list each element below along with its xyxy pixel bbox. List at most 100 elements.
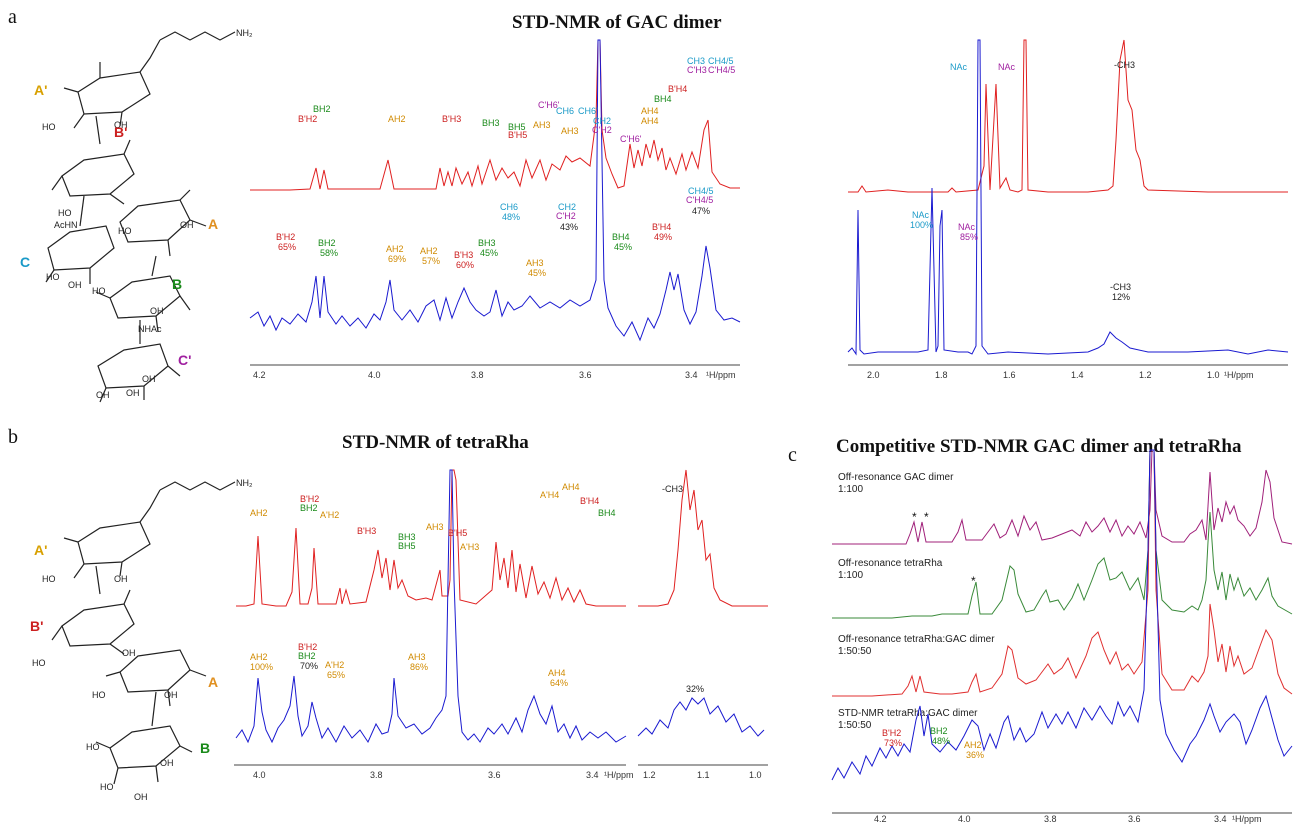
peak-label: C'H4/5 bbox=[708, 65, 736, 75]
peak-label: BH5 bbox=[508, 122, 526, 132]
structure-substituent: OH bbox=[96, 390, 110, 400]
trace-label: Off-resonance GAC dimer 1:100 bbox=[838, 472, 954, 495]
peak-label: AH3 bbox=[561, 126, 579, 136]
peak-label: B'H5 bbox=[508, 130, 528, 140]
std-label: B'H4 bbox=[652, 222, 672, 232]
std-label: AH3 bbox=[408, 652, 426, 662]
trace-label: STD-NMR tetraRha:GAC dimer 1:50:50 bbox=[838, 708, 978, 731]
std-label: 45% bbox=[480, 248, 499, 258]
std-label: BH2 bbox=[298, 651, 316, 661]
std-label: 65% bbox=[327, 670, 346, 680]
std-label: 45% bbox=[528, 268, 547, 278]
ring-label-b: B bbox=[172, 276, 183, 292]
peak-label: -CH3 bbox=[662, 484, 684, 494]
std-label: CH6 bbox=[500, 202, 519, 212]
ring-label-b-prime: B' bbox=[30, 618, 44, 634]
std-label: 48% bbox=[502, 212, 521, 222]
std-label: C'H2 bbox=[556, 211, 576, 221]
structure-substituent: OH bbox=[142, 374, 156, 384]
panel-b-axis-left bbox=[234, 764, 626, 766]
peak-label: CH2 bbox=[593, 116, 612, 126]
peak-label: AH2 bbox=[250, 508, 268, 518]
peak-label: B'H2 bbox=[298, 114, 318, 124]
ring-label-a: A bbox=[208, 216, 219, 232]
std-label: 60% bbox=[456, 260, 475, 270]
peak-label: AH3 bbox=[426, 522, 444, 532]
structure-substituent: HO bbox=[32, 658, 46, 668]
axis-tick: 1.0 bbox=[1207, 370, 1220, 380]
panel-a-axis-right bbox=[848, 364, 1288, 366]
peak-label: B'H4 bbox=[580, 496, 600, 506]
std-label: CH4/5 bbox=[688, 186, 714, 196]
std-label: A'H2 bbox=[325, 660, 345, 670]
axis-tick: 3.6 bbox=[488, 770, 501, 780]
structure-substituent: OH bbox=[122, 648, 136, 658]
peak-label: AH2 bbox=[388, 114, 406, 124]
std-label: 58% bbox=[320, 248, 339, 258]
axis-unit: ¹H/ppm bbox=[1232, 814, 1262, 824]
std-label: BH2 bbox=[930, 726, 948, 736]
std-label: C'H4/5 bbox=[686, 195, 714, 205]
std-label: B'H2 bbox=[882, 728, 902, 738]
peak-label: AH4 bbox=[641, 106, 659, 116]
panel-a-spectrum-left bbox=[249, 39, 741, 342]
axis-tick: 4.0 bbox=[368, 370, 381, 380]
axis-tick: 4.2 bbox=[874, 814, 887, 824]
mix-off-resonance-trace bbox=[832, 449, 1293, 697]
peak-label: A'H4 bbox=[540, 490, 560, 500]
std-trace bbox=[235, 469, 627, 744]
structure-substituent: HO bbox=[42, 122, 56, 132]
structure-substituent: HO bbox=[42, 574, 56, 584]
std-label: 73% bbox=[884, 738, 903, 748]
std-label: AH3 bbox=[526, 258, 544, 268]
structure-substituent: HO bbox=[58, 208, 72, 218]
axis-tick: 3.6 bbox=[1128, 814, 1141, 824]
std-label: AH2 bbox=[250, 652, 268, 662]
trace-label: Off-resonance tetraRha 1:100 bbox=[838, 558, 943, 581]
std-label: AH2 bbox=[420, 246, 438, 256]
std-mix-trace bbox=[831, 449, 1293, 781]
peak-label: AH4 bbox=[562, 482, 580, 492]
std-label: AH4 bbox=[548, 668, 566, 678]
panel-a-spectrum-right bbox=[847, 39, 1289, 356]
axis-unit: ¹H/ppm bbox=[604, 770, 634, 780]
std-label: 85% bbox=[960, 232, 979, 242]
std-label: 47% bbox=[692, 206, 711, 216]
tetrarha-trace bbox=[832, 449, 1293, 619]
panel-a-title: STD-NMR of GAC dimer bbox=[512, 12, 722, 33]
peak-label: C'H6' bbox=[538, 100, 560, 110]
axis-tick: 3.6 bbox=[579, 370, 592, 380]
std-label: 100% bbox=[250, 662, 274, 672]
structure-substituent: NHAc bbox=[138, 324, 162, 334]
axis-tick: 3.8 bbox=[471, 370, 484, 380]
peak-label: AH3 bbox=[533, 120, 551, 130]
std-label: 32% bbox=[686, 684, 705, 694]
panel-b-spectrum-left bbox=[235, 469, 627, 744]
std-label: 48% bbox=[932, 736, 951, 746]
std-label: 49% bbox=[654, 232, 673, 242]
panel-b-spectrum-right bbox=[637, 469, 768, 737]
std-label: CH2 bbox=[558, 202, 577, 212]
std-label: BH4 bbox=[612, 232, 630, 242]
structure-substituent: HO bbox=[118, 226, 132, 236]
structure-substituent: NH₂ bbox=[236, 478, 253, 488]
structure-substituent: HO bbox=[100, 782, 114, 792]
structure-substituent: HO bbox=[46, 272, 60, 282]
off-resonance-trace bbox=[848, 39, 1288, 193]
structure-substituent: OH bbox=[114, 120, 128, 130]
structure-substituent: OH bbox=[150, 306, 164, 316]
std-label: AH2 bbox=[964, 740, 982, 750]
panel-a-structure bbox=[45, 31, 236, 403]
peak-label: BH3 bbox=[398, 532, 416, 542]
std-label: 86% bbox=[410, 662, 429, 672]
peak-label: -CH3 bbox=[1114, 60, 1136, 70]
off-resonance-trace bbox=[638, 469, 768, 607]
peak-label: B'H2 bbox=[300, 494, 320, 504]
structure-substituent: OH bbox=[126, 388, 140, 398]
axis-tick: 4.2 bbox=[253, 370, 266, 380]
ring-label-a: A bbox=[208, 674, 219, 690]
axis-tick: 1.6 bbox=[1003, 370, 1016, 380]
peak-label: A'H3 bbox=[460, 542, 480, 552]
peak-label: B'H4 bbox=[668, 84, 688, 94]
std-label: 70% bbox=[300, 661, 319, 671]
